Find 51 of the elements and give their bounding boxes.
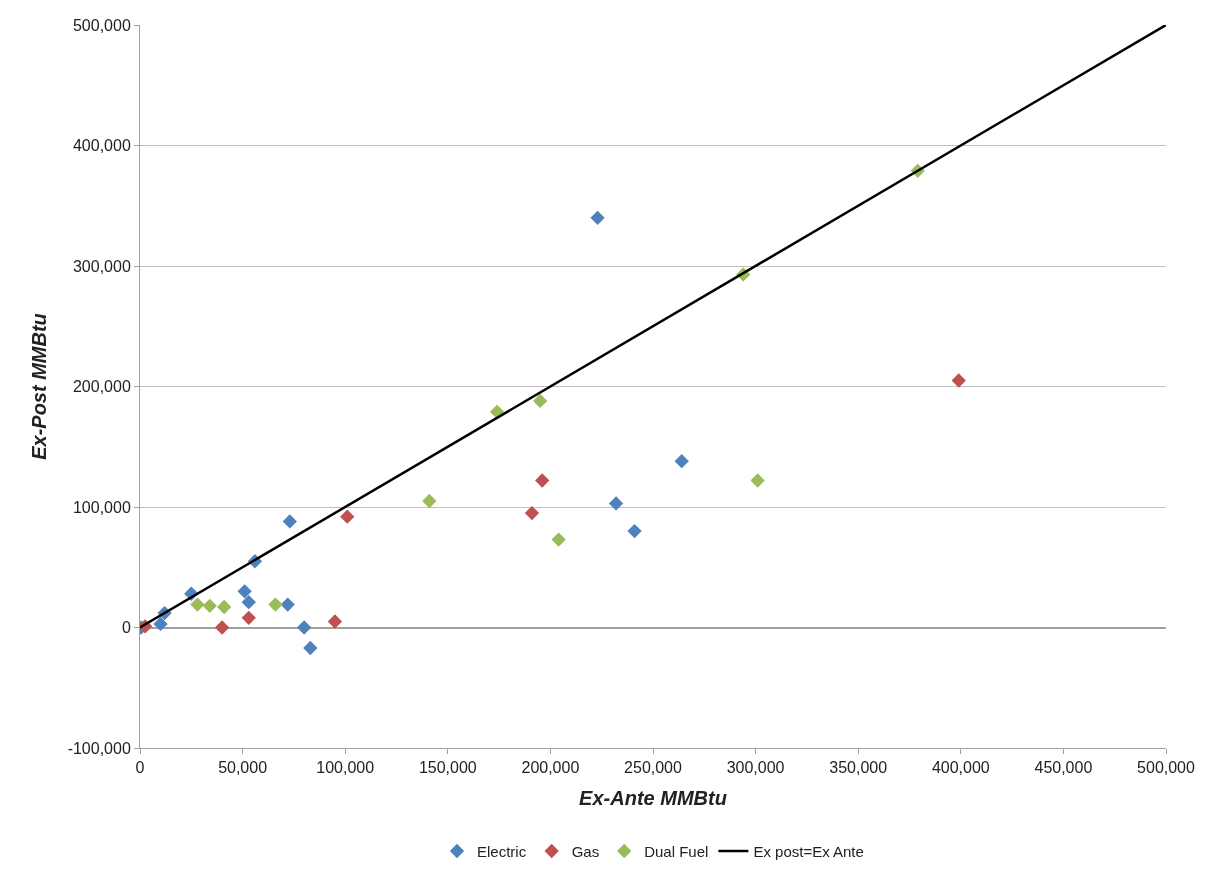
x-tick-label: 500,000 (1137, 759, 1196, 777)
legend-label: Gas (571, 842, 600, 860)
point (280, 597, 295, 612)
y-tick-label: -100,000 (67, 739, 131, 757)
x-tick-label: 250,000 (624, 759, 683, 777)
y-tick-label: 0 (121, 619, 131, 637)
point (340, 509, 355, 524)
point (297, 620, 312, 635)
point (214, 620, 230, 635)
point (532, 393, 548, 409)
point (241, 595, 256, 610)
point (627, 523, 642, 539)
point (190, 597, 205, 612)
point (303, 640, 318, 656)
x-tick-label: 50,000 (218, 759, 268, 777)
point (524, 505, 540, 521)
x-tick-label: 150,000 (418, 759, 477, 777)
legend-label: Dual Fuel (644, 842, 709, 860)
point (422, 493, 437, 509)
point (951, 373, 966, 388)
legend-label: Electric (477, 842, 527, 860)
x-tick-label: 400,000 (931, 759, 990, 777)
x-tick-label: 300,000 (726, 759, 785, 777)
point (750, 473, 765, 488)
y-axis-title: Ex-Post MMBtu (28, 313, 51, 460)
legend-label: Ex post=Ex Ante (753, 842, 864, 860)
point (241, 610, 256, 626)
point (674, 454, 689, 469)
point (551, 532, 566, 547)
point (535, 473, 550, 488)
y-tick-label: 500,000 (72, 16, 131, 34)
y-tick-label: 100,000 (72, 498, 131, 516)
y-tick-label: 300,000 (72, 257, 131, 275)
point (608, 496, 624, 511)
x-tick-label: 450,000 (1034, 759, 1093, 777)
point (327, 614, 343, 629)
x-tick-label: 100,000 (316, 759, 375, 777)
x-axis-title: Ex-Ante MMBtu (579, 786, 727, 809)
point (489, 404, 505, 419)
point (237, 584, 252, 599)
point (216, 599, 232, 615)
x-tick-label: 0 (135, 759, 145, 777)
point (282, 514, 297, 529)
point (268, 597, 283, 612)
point (590, 210, 605, 225)
x-tick-label: 350,000 (829, 759, 888, 777)
x-tick-label: 200,000 (521, 759, 580, 777)
point (153, 616, 168, 632)
y-tick-label: 400,000 (72, 137, 131, 155)
point (202, 598, 217, 613)
y-tick-label: 200,000 (72, 378, 131, 396)
